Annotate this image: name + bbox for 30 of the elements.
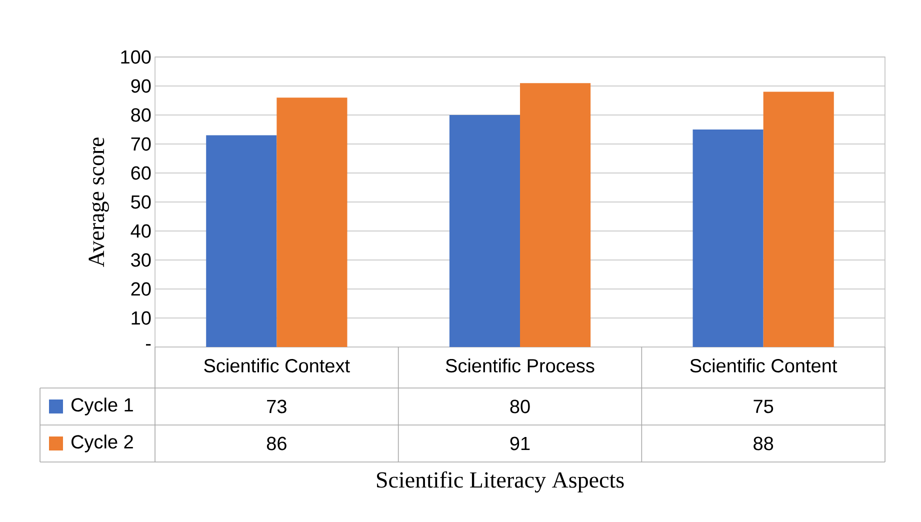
y-tick-label: 60 bbox=[131, 166, 151, 180]
x-axis-title: Scientific Literacy Aspects bbox=[377, 471, 624, 493]
y-tick-label: 30 bbox=[131, 253, 151, 267]
x-tick-label: Scientific Process bbox=[446, 358, 594, 372]
bar bbox=[449, 114, 520, 347]
y-axis-title: Average score bbox=[88, 138, 109, 268]
bar bbox=[520, 83, 591, 347]
y-tick-label: - bbox=[146, 344, 151, 346]
bar bbox=[276, 98, 348, 347]
bar bbox=[763, 92, 834, 347]
data-label: 80 bbox=[510, 400, 530, 414]
y-tick-label: 70 bbox=[131, 137, 151, 151]
data-label: 75 bbox=[754, 400, 774, 414]
x-tick-label: Scientific Context bbox=[204, 358, 350, 372]
data-label: 88 bbox=[754, 436, 774, 450]
legend-label: Cycle 1 bbox=[72, 398, 133, 416]
y-tick-label: 10 bbox=[132, 311, 151, 325]
data-label: 86 bbox=[266, 436, 286, 450]
bar bbox=[692, 129, 764, 347]
y-tick-label: 50 bbox=[131, 195, 151, 209]
bar bbox=[206, 135, 277, 347]
data-label: 91 bbox=[510, 436, 530, 450]
y-tick-label: 20 bbox=[131, 282, 151, 296]
x-tick-label: Scientific Content bbox=[690, 358, 838, 372]
legend-label: Cycle 2 bbox=[72, 434, 133, 452]
y-tick-label: 90 bbox=[131, 79, 151, 93]
y-tick-label: 100 bbox=[121, 50, 151, 64]
data-label: 73 bbox=[267, 400, 286, 414]
y-tick-label: 80 bbox=[131, 108, 151, 122]
y-tick-label: 40 bbox=[130, 224, 151, 238]
